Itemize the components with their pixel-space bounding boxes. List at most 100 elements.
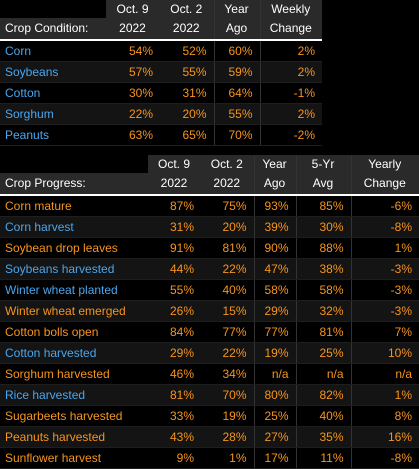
value-cell: 8% (350, 405, 419, 427)
value-cell: 43% (148, 426, 201, 448)
value-cell: 88% (295, 237, 351, 259)
crop-label: Cotton (0, 82, 106, 104)
table-row: Soybeans harvested 44% 22% 47% 38% -3% (0, 258, 419, 280)
col-header: Yearly (350, 155, 419, 173)
crop-label: Corn harvest (0, 216, 148, 238)
col-header: Year (213, 0, 260, 18)
value-cell: n/a (295, 363, 351, 385)
value-cell: -8% (350, 447, 419, 469)
value-cell: 58% (295, 279, 351, 301)
value-cell: 77% (253, 321, 296, 343)
table-row: Corn 54% 52% 60% 2% (0, 40, 322, 62)
value-cell: 34% (201, 363, 254, 385)
value-cell: 80% (253, 384, 296, 406)
value-cell: 59% (213, 61, 260, 83)
value-cell: 90% (253, 237, 296, 259)
table-row: Peanuts harvested 43% 28% 27% 35% 16% (0, 426, 419, 448)
col-header: Year (253, 155, 296, 173)
col-header: 5-Yr (295, 155, 351, 173)
value-cell: 1% (350, 237, 419, 259)
crop-label: Sorghum harvested (0, 363, 148, 385)
value-cell: 57% (106, 61, 160, 83)
value-cell: 91% (148, 237, 201, 259)
value-cell: -6% (350, 195, 419, 217)
value-cell: 25% (295, 342, 351, 364)
crop-label: Winter wheat planted (0, 279, 148, 301)
table-row: Peanuts 63% 65% 70% -2% (0, 124, 322, 146)
value-cell: -3% (350, 258, 419, 280)
value-cell: -8% (350, 216, 419, 238)
value-cell: -2% (259, 124, 322, 146)
value-cell: 31% (160, 82, 214, 104)
value-cell: 31% (148, 216, 201, 238)
crop-label: Corn (0, 40, 106, 62)
value-cell: 17% (253, 447, 296, 469)
table-row: Sugarbeets harvested 33% 19% 25% 40% 8% (0, 405, 419, 427)
value-cell: 1% (350, 384, 419, 406)
table-row: Soybeans 57% 55% 59% 2% (0, 61, 322, 83)
value-cell: 84% (148, 321, 201, 343)
progress-header-bottom: Crop Progress: 2022 2022 Ago Avg Change (0, 173, 419, 196)
value-cell: 40% (295, 405, 351, 427)
value-cell: 54% (106, 40, 160, 62)
col-header: 2022 (148, 173, 201, 196)
value-cell: 93% (253, 195, 296, 217)
value-cell: 25% (253, 405, 296, 427)
value-cell: 22% (201, 258, 254, 280)
value-cell: 11% (295, 447, 351, 469)
col-header: Change (350, 173, 419, 196)
crop-label: Sorghum (0, 103, 106, 125)
value-cell: 22% (106, 103, 160, 125)
progress-header-top: Oct. 9 Oct. 2 Year 5-Yr Yearly (0, 155, 419, 173)
value-cell: 55% (148, 279, 201, 301)
table-row: Soybean drop leaves 91% 81% 90% 88% 1% (0, 237, 419, 259)
value-cell: 30% (106, 82, 160, 104)
crop-progress-table: Oct. 9 Oct. 2 Year 5-Yr Yearly Crop Prog… (0, 155, 419, 469)
table-row: Corn mature 87% 75% 93% 85% -6% (0, 195, 419, 217)
value-cell: 2% (259, 61, 322, 83)
value-cell: -3% (350, 300, 419, 322)
value-cell: 19% (253, 342, 296, 364)
crop-condition-table: Oct. 9 Oct. 2 Year Weekly Crop Condition… (0, 0, 322, 146)
value-cell: 9% (148, 447, 201, 469)
col-header: 2022 (201, 173, 254, 196)
col-header: Weekly (259, 0, 322, 18)
value-cell: 35% (295, 426, 351, 448)
condition-header-bottom: Crop Condition: 2022 2022 Ago Change (0, 18, 322, 41)
condition-header-top: Oct. 9 Oct. 2 Year Weekly (0, 0, 322, 18)
value-cell: 70% (201, 384, 254, 406)
col-header: 2022 (106, 18, 160, 41)
value-cell: 39% (253, 216, 296, 238)
table-row: Rice harvested 81% 70% 80% 82% 1% (0, 384, 419, 406)
table-title: Crop Progress: (0, 173, 148, 196)
crop-label: Sugarbeets harvested (0, 405, 148, 427)
value-cell: 26% (148, 300, 201, 322)
table-row: Corn harvest 31% 20% 39% 30% -8% (0, 216, 419, 238)
value-cell: -1% (259, 82, 322, 104)
value-cell: 81% (148, 384, 201, 406)
value-cell: 70% (213, 124, 260, 146)
value-cell: 55% (160, 61, 214, 83)
col-header: Avg (295, 173, 351, 196)
col-header: Ago (253, 173, 296, 196)
value-cell: 47% (253, 258, 296, 280)
value-cell: 16% (350, 426, 419, 448)
value-cell: 81% (295, 321, 351, 343)
col-header: Oct. 2 (160, 0, 214, 18)
col-header: Ago (213, 18, 260, 41)
value-cell: 20% (160, 103, 214, 125)
value-cell: 40% (201, 279, 254, 301)
value-cell: -3% (350, 279, 419, 301)
value-cell: 2% (259, 40, 322, 62)
value-cell: 20% (201, 216, 254, 238)
value-cell: 1% (201, 447, 254, 469)
crop-label: Soybean drop leaves (0, 237, 148, 259)
col-header: Oct. 9 (148, 155, 201, 173)
table-row: Cotton harvested 29% 22% 19% 25% 10% (0, 342, 419, 364)
value-cell: 52% (160, 40, 214, 62)
value-cell: 2% (259, 103, 322, 125)
crop-label: Soybeans harvested (0, 258, 148, 280)
crop-label: Corn mature (0, 195, 148, 217)
col-header: 2022 (160, 18, 214, 41)
table-row: Cotton bolls open 84% 77% 77% 81% 7% (0, 321, 419, 343)
